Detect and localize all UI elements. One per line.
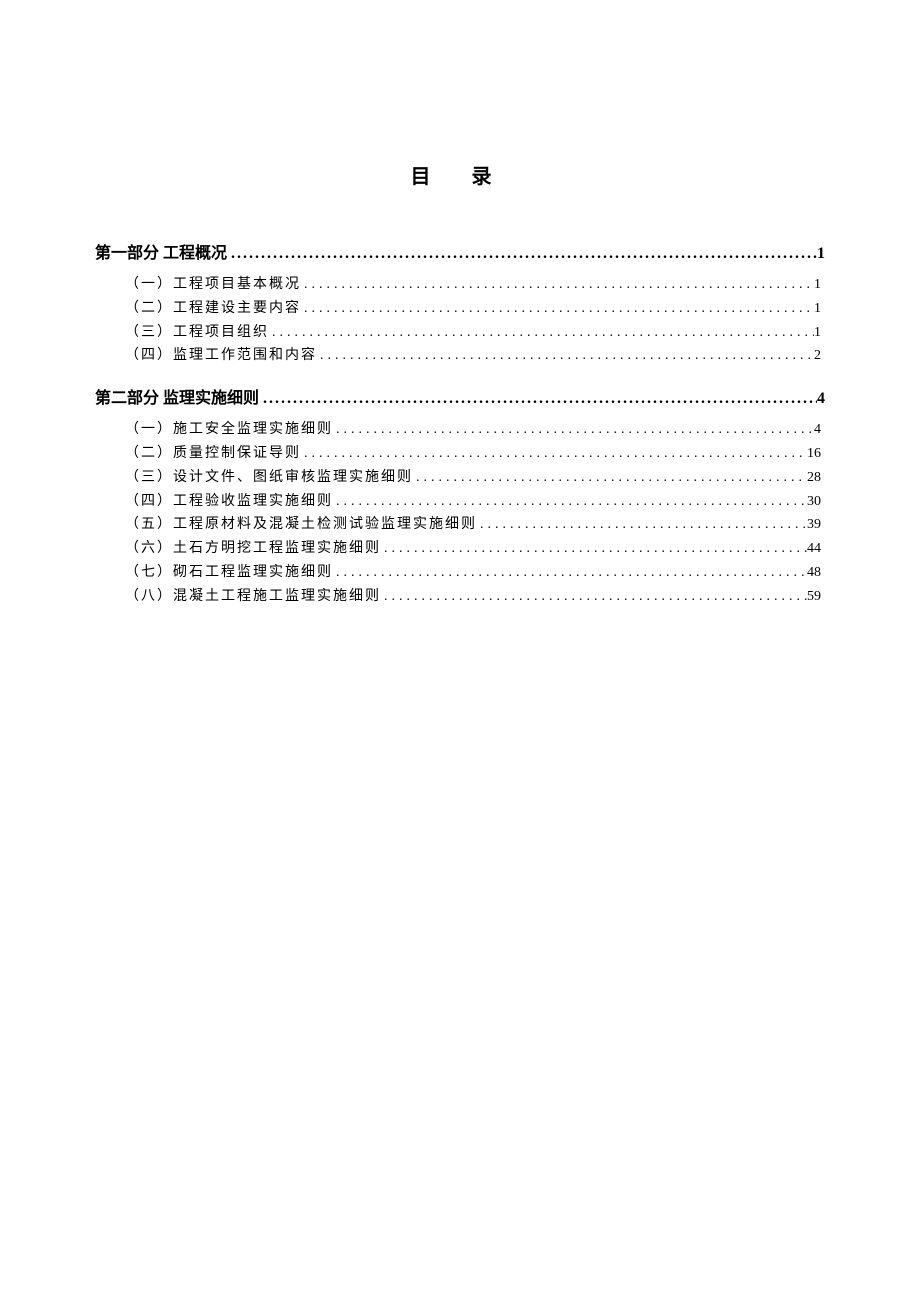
toc-item-label: （七）砌石工程监理实施细则 [125,561,333,585]
toc-item: （三）工程项目组织 1 [125,321,825,345]
toc-item: （六）土石方明挖工程监理实施细则 44 [125,537,825,561]
toc-leader [301,297,814,321]
toc-item-label: （一）工程项目基本概况 [125,273,301,297]
toc-item-page: 16 [807,442,825,466]
toc-leader [381,537,807,561]
toc-item-label: （五）工程原材料及混凝土检测试验监理实施细则 [125,513,477,537]
toc-leader [381,585,807,609]
toc-item-page: 30 [807,490,825,514]
toc-item-page: 48 [807,561,825,585]
toc-section-heading: 第二部分 监理实施细则 [95,384,259,408]
toc-item-label: （八）混凝土工程施工监理实施细则 [125,585,381,609]
toc-leader [333,490,807,514]
toc-leader [301,442,807,466]
toc-item: （三）设计文件、图纸审核监理实施细则 28 [125,466,825,490]
toc-item-label: （二）工程建设主要内容 [125,297,301,321]
toc-leader [259,390,817,408]
toc-item: （八）混凝土工程施工监理实施细则 59 [125,585,825,609]
toc-leader [269,321,814,345]
toc-item: （四）工程验收监理实施细则 30 [125,490,825,514]
toc-item-label: （六）土石方明挖工程监理实施细则 [125,537,381,561]
toc-item-page: 4 [814,418,825,442]
toc-item-page: 1 [814,273,825,297]
toc-section-page: 1 [817,245,825,263]
toc-section-2: 第二部分 监理实施细则 4 [95,384,825,408]
toc-leader [317,344,814,368]
toc-leader [227,245,817,263]
toc-item-label: （一）施工安全监理实施细则 [125,418,333,442]
toc-item-page: 2 [814,344,825,368]
toc-section-heading: 第一部分 工程概况 [95,239,227,263]
toc-item-page: 59 [807,585,825,609]
toc-item-page: 28 [807,466,825,490]
toc-item-page: 44 [807,537,825,561]
toc-item-label: （三）设计文件、图纸审核监理实施细则 [125,466,413,490]
toc-leader [413,466,807,490]
toc-item: （二）工程建设主要内容 1 [125,297,825,321]
toc-item-label: （二）质量控制保证导则 [125,442,301,466]
toc-section-1: 第一部分 工程概况 1 [95,239,825,263]
toc-item: （二）质量控制保证导则 16 [125,442,825,466]
toc-item: （七）砌石工程监理实施细则 48 [125,561,825,585]
toc-item: （一）工程项目基本概况 1 [125,273,825,297]
toc-leader [301,273,814,297]
toc-item-page: 39 [807,513,825,537]
toc-item-page: 1 [814,321,825,345]
toc-item-page: 1 [814,297,825,321]
toc-leader [333,561,807,585]
toc-item-label: （四）监理工作范围和内容 [125,344,317,368]
toc-item: （五）工程原材料及混凝土检测试验监理实施细则 39 [125,513,825,537]
toc-item-label: （四）工程验收监理实施细则 [125,490,333,514]
toc-section-page: 4 [817,390,825,408]
toc-item: （四）监理工作范围和内容 2 [125,344,825,368]
toc-item: （一）施工安全监理实施细则 4 [125,418,825,442]
toc-title: 目 录 [95,160,825,189]
toc-item-label: （三）工程项目组织 [125,321,269,345]
toc-leader [333,418,814,442]
toc-leader [477,513,807,537]
